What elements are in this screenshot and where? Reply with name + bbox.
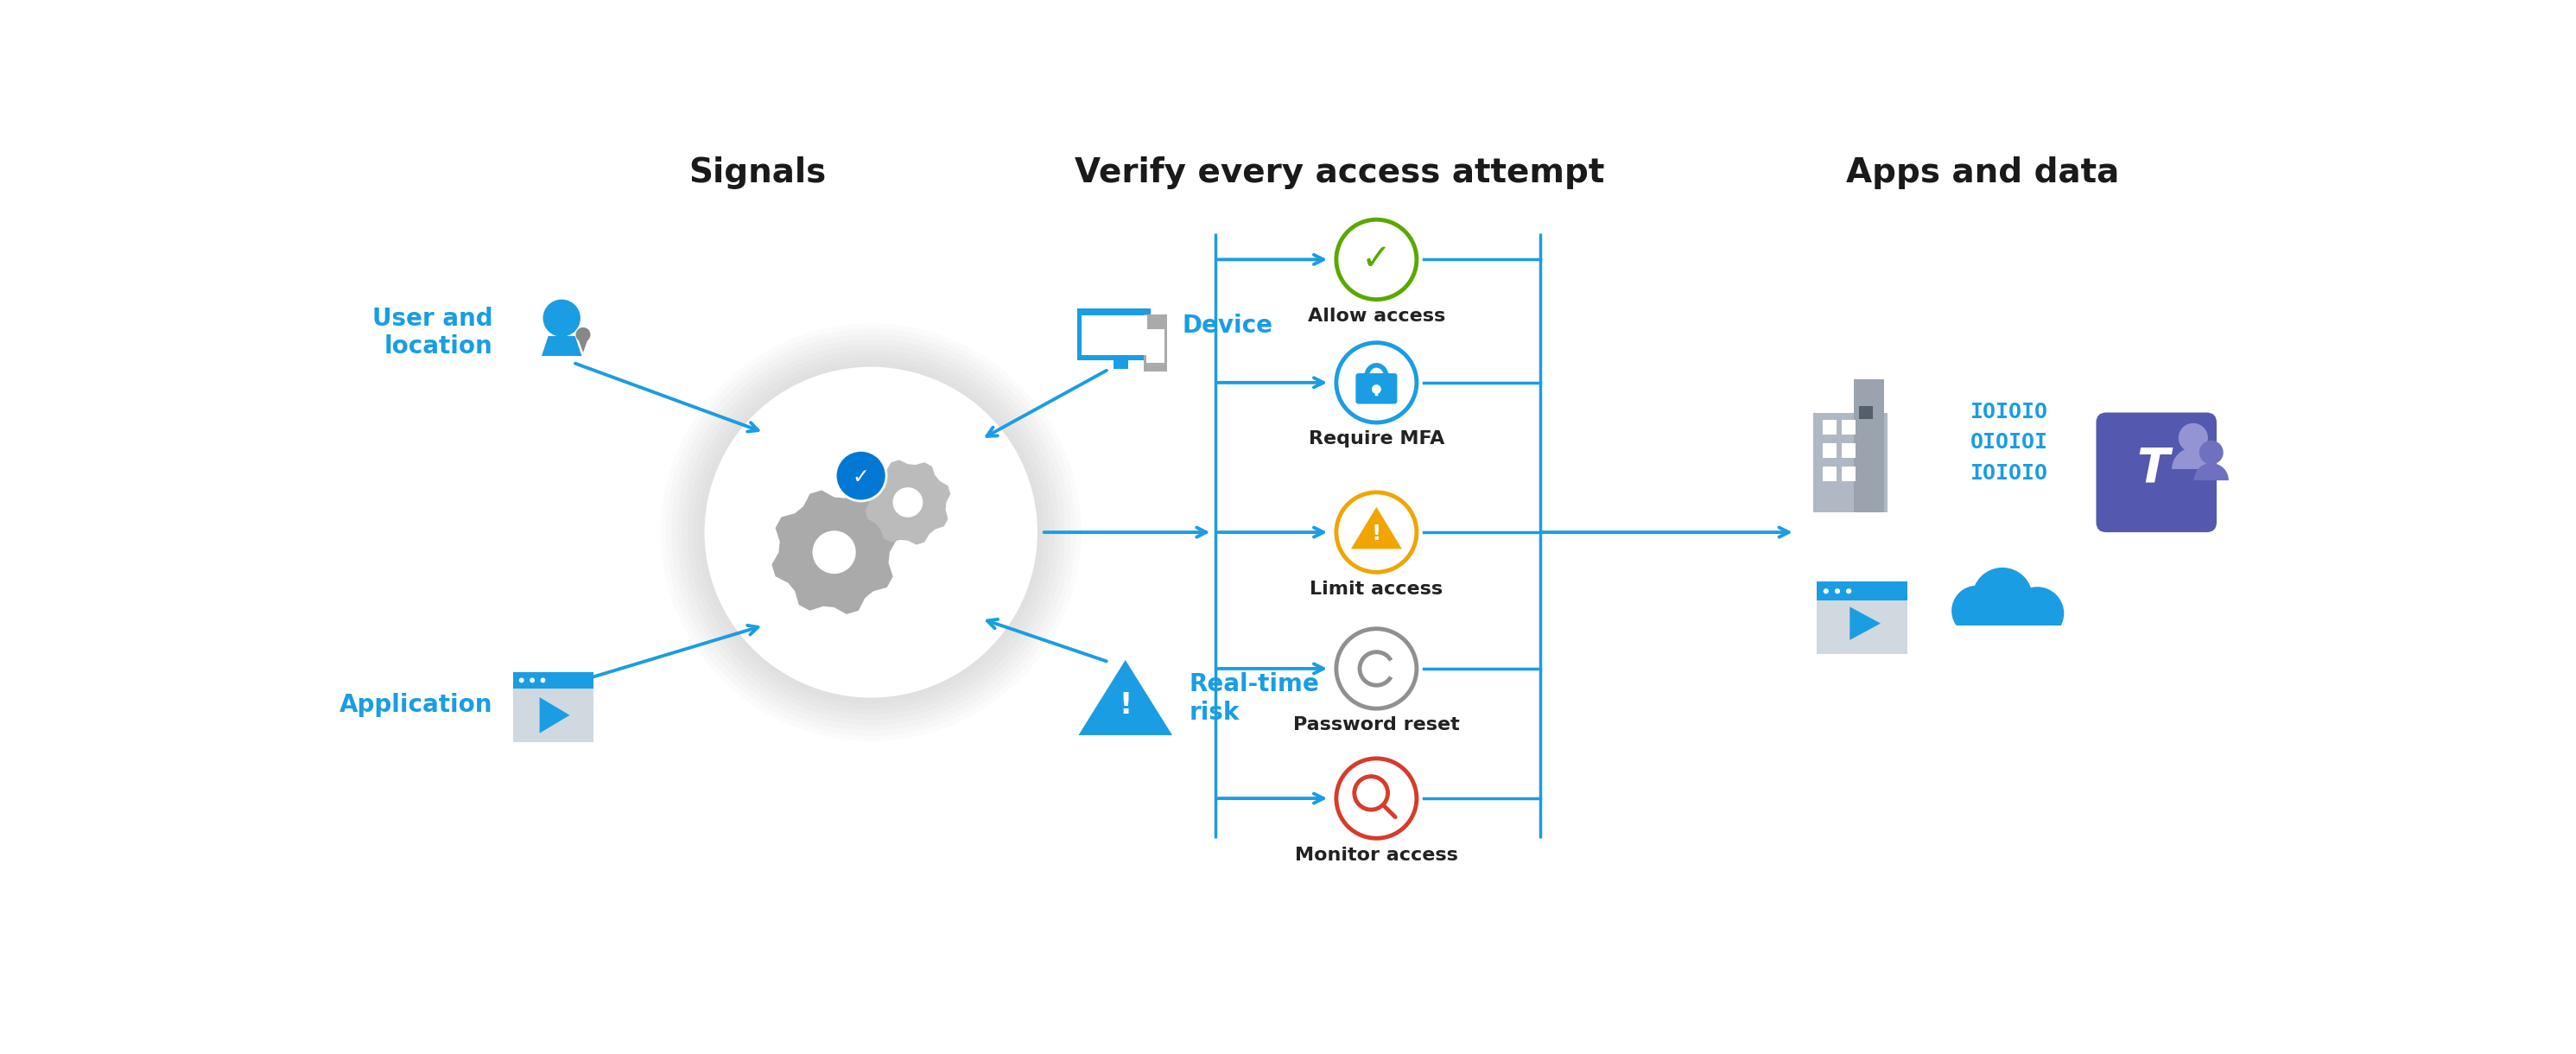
Circle shape — [1337, 219, 1417, 299]
Circle shape — [1847, 588, 1852, 593]
Circle shape — [1834, 588, 1839, 593]
Bar — [513, 681, 592, 742]
Bar — [1824, 419, 1837, 434]
Text: ✓: ✓ — [1360, 241, 1391, 277]
Bar — [1816, 584, 1906, 653]
Circle shape — [1953, 585, 2002, 636]
Text: T: T — [2136, 446, 2169, 492]
Wedge shape — [2172, 448, 2215, 469]
Circle shape — [2200, 441, 2223, 465]
Wedge shape — [2195, 463, 2228, 481]
Polygon shape — [773, 490, 896, 614]
Text: Monitor access: Monitor access — [1296, 846, 1458, 863]
Circle shape — [531, 678, 536, 683]
Text: Application: Application — [340, 694, 492, 718]
Polygon shape — [1850, 607, 1880, 640]
Text: Allow access: Allow access — [1309, 308, 1445, 325]
Bar — [1842, 443, 1855, 457]
Polygon shape — [580, 339, 587, 353]
Circle shape — [1337, 759, 1417, 838]
Bar — [1855, 379, 1883, 512]
Bar — [1082, 315, 1146, 355]
Circle shape — [1973, 567, 2032, 627]
Circle shape — [1824, 588, 1829, 593]
Text: Device: Device — [1182, 314, 1273, 338]
Text: Require MFA: Require MFA — [1309, 430, 1445, 448]
Circle shape — [541, 678, 546, 683]
Text: Signals: Signals — [688, 157, 827, 190]
Text: Real-time
risk: Real-time risk — [1190, 672, 1319, 725]
Text: Apps and data: Apps and data — [1847, 157, 2120, 190]
Bar — [1935, 625, 2084, 668]
Circle shape — [2179, 423, 2208, 452]
FancyBboxPatch shape — [2097, 412, 2215, 532]
Bar — [1113, 359, 1128, 369]
Text: Verify every access attempt: Verify every access attempt — [1074, 157, 1605, 190]
Bar — [1842, 419, 1855, 434]
Polygon shape — [1079, 660, 1172, 736]
Bar — [1824, 443, 1837, 457]
Circle shape — [1337, 492, 1417, 572]
Bar — [1842, 467, 1855, 481]
FancyBboxPatch shape — [1355, 373, 1396, 404]
Text: !: ! — [1370, 523, 1381, 544]
Polygon shape — [541, 336, 582, 356]
Text: Password reset: Password reset — [1293, 717, 1461, 734]
Polygon shape — [894, 487, 922, 518]
Bar — [1077, 309, 1151, 360]
Circle shape — [835, 450, 886, 501]
Circle shape — [703, 366, 1038, 699]
Circle shape — [1373, 385, 1381, 394]
Circle shape — [1973, 589, 2045, 662]
Polygon shape — [538, 698, 569, 734]
Circle shape — [2009, 587, 2063, 640]
Bar — [1816, 582, 1906, 601]
Text: Limit access: Limit access — [1309, 580, 1443, 598]
Bar — [1824, 467, 1837, 481]
Polygon shape — [866, 460, 951, 545]
Bar — [513, 672, 592, 688]
Circle shape — [574, 328, 590, 341]
Text: !: ! — [1118, 691, 1131, 720]
Text: User and
location: User and location — [371, 307, 492, 358]
Circle shape — [518, 678, 523, 683]
Bar — [1146, 329, 1164, 363]
Bar — [1860, 406, 1873, 419]
Text: ✓: ✓ — [853, 467, 871, 487]
Circle shape — [1337, 343, 1417, 423]
Polygon shape — [811, 530, 855, 573]
Text: IOIOIO
OIOIOI
IOIOIO: IOIOIO OIOIOI IOIOIO — [1971, 402, 2048, 484]
Circle shape — [544, 299, 580, 336]
Bar — [1814, 412, 1888, 512]
Polygon shape — [1350, 507, 1401, 549]
Circle shape — [1337, 629, 1417, 708]
Bar — [1144, 315, 1167, 371]
